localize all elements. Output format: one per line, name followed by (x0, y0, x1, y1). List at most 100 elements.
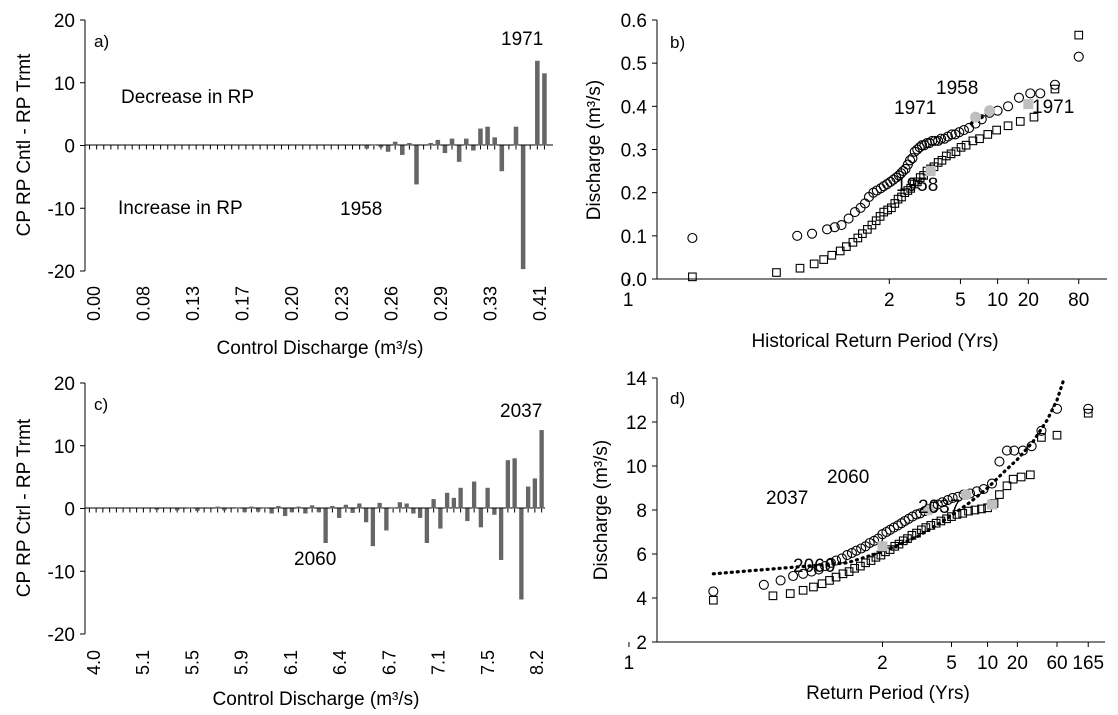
square-point (946, 149, 956, 159)
bar (471, 145, 476, 151)
bar (525, 486, 531, 509)
bar (249, 506, 254, 509)
x-tick-label: 0.41 (530, 286, 550, 321)
x-tick-label: 5 (955, 290, 966, 311)
panel-a-annotation-decrease: Decrease in RP (121, 87, 254, 108)
bar (505, 460, 511, 509)
circle-point (898, 166, 909, 177)
panel-b-annotation-1971-circle: 1971 (894, 98, 936, 119)
x-tick-label: 0.13 (183, 286, 203, 321)
circle-point (829, 222, 840, 233)
square-point (817, 579, 827, 589)
panel-d-ylabel: Discharge (m³/s) (591, 440, 612, 580)
circle-point (885, 176, 896, 187)
bar (235, 507, 241, 509)
bar (458, 487, 463, 509)
circle-point (687, 232, 698, 244)
square-point (977, 504, 986, 514)
square-point (809, 582, 818, 592)
square-point (785, 589, 795, 598)
bar (449, 138, 455, 146)
y-tick-label: 10 (54, 437, 75, 458)
bar (498, 508, 504, 560)
square-point (809, 259, 819, 269)
panel-c-bar-chart: 20 10 0 -10 -20 4.0 5.1 5.5 5.9 6.1 6.4 6.7 7.1 7.5 8… (14, 374, 547, 710)
bar (435, 139, 441, 146)
circle-point (994, 456, 1005, 467)
square-point (921, 523, 931, 532)
panel-b-label: b) (670, 33, 685, 52)
square-point (850, 563, 859, 573)
bar (378, 145, 384, 148)
x-tick-label: 0.00 (84, 286, 104, 321)
panel-b-ylabel: Discharge (m³/s) (584, 80, 605, 220)
bar (542, 73, 547, 146)
panel-a-annotation-1958: 1958 (340, 199, 382, 220)
y-tick-label: 12 (626, 413, 647, 434)
circle-point (986, 478, 998, 489)
bar (215, 506, 220, 509)
x-tick-label: 5 (946, 653, 957, 674)
bar (343, 504, 349, 509)
square-point (942, 514, 951, 524)
square-point (1002, 481, 1012, 491)
x-tick-label: 1 (623, 290, 634, 311)
bar (390, 507, 396, 509)
bar (438, 508, 443, 529)
x-tick-label: 5.9 (232, 650, 252, 675)
square-point (958, 508, 968, 518)
bar (397, 502, 403, 509)
bar (303, 508, 308, 514)
bar (485, 487, 490, 509)
x-tick-label: 4.0 (84, 650, 104, 675)
circle-point (836, 553, 847, 564)
panel-a-annotation-increase: Increase in RP (118, 198, 243, 219)
circle-point (964, 122, 975, 133)
circle-point (1025, 88, 1036, 99)
y-tick-label: -20 (48, 625, 75, 646)
bar (539, 430, 544, 509)
panel-a-ylabel: CP RP Cntl - RP Trmt (14, 53, 35, 236)
bar (363, 508, 369, 523)
bar (195, 508, 200, 512)
bar (330, 505, 335, 509)
y-tick-label: 0.4 (621, 97, 648, 118)
square-point (708, 595, 718, 605)
bar (520, 145, 526, 270)
panel-d-annotation-2060-square: 2060 (793, 556, 835, 577)
square-point (917, 525, 926, 535)
circle-point (842, 550, 853, 561)
y-tick-label: 14 (626, 369, 648, 390)
bar (428, 142, 433, 146)
bar (424, 508, 430, 544)
square-point (964, 506, 973, 516)
square-point (1016, 472, 1026, 482)
panel-b-scatter-plot: 0.0 0.1 0.2 0.3 0.4 0.5 0.6 1 2 5 10 20 80 b) Disch… (584, 11, 1107, 352)
circle-point (822, 224, 833, 235)
circle-point (916, 140, 928, 151)
y-tick-label: 0 (64, 137, 75, 158)
bar (465, 508, 470, 522)
circle-point (1073, 51, 1084, 62)
x-tick-label: 2 (877, 653, 888, 674)
square-point (795, 263, 805, 273)
highlight-square-point (925, 166, 936, 177)
square-point (903, 186, 913, 195)
square-point (1025, 470, 1035, 480)
bar (269, 508, 274, 514)
circle-point (937, 497, 948, 508)
square-point (1029, 112, 1039, 122)
bar (513, 126, 519, 146)
circle-point (1003, 101, 1014, 112)
square-point (1052, 430, 1062, 440)
highlight-square-point (877, 541, 888, 552)
square-point (1003, 121, 1013, 131)
highlight-circle-point (923, 504, 935, 516)
x-tick-label: 2 (884, 290, 895, 311)
bar (535, 60, 540, 146)
bar (471, 481, 477, 509)
square-point (1074, 30, 1084, 40)
circle-point (836, 219, 847, 231)
square-point (688, 272, 697, 282)
x-tick-label: 7.5 (478, 650, 498, 675)
